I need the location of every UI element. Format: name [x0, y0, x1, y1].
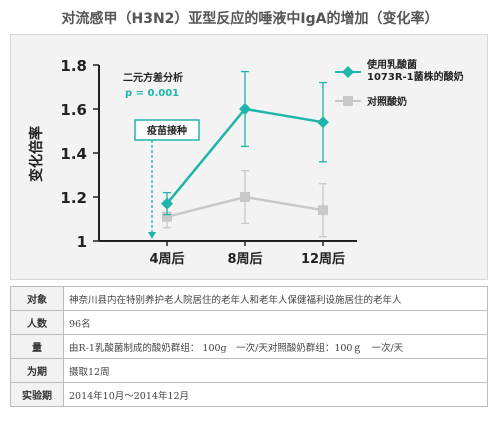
- info-key: 对象: [10, 286, 64, 311]
- info-key: 人数: [10, 310, 64, 335]
- legend-label: 对照酸奶: [367, 95, 407, 108]
- line-chart: 变化倍率 二元方差分析 p = 0.001 疫苗接种 使用乳酸菌 1073R-1菌…: [28, 57, 464, 267]
- info-value: 96名: [63, 310, 488, 335]
- info-row: 对象 神奈川县内在特别养护老人院居住的老年人和老年人保健福利设施居住的老年人: [10, 286, 488, 311]
- y-tick-label: 1.4: [60, 145, 87, 163]
- y-tick-label: 1.6: [60, 101, 87, 119]
- legend-label: 使用乳酸菌 1073R-1菌株的酸奶: [366, 58, 464, 83]
- info-value: 神奈川县内在特别养护老人院居住的老年人和老年人保健福利设施居住的老年人: [63, 286, 488, 311]
- legend-label-line: 1073R-1菌株的酸奶: [367, 70, 464, 83]
- info-row: 人数 96名: [10, 310, 488, 335]
- info-row: 实验期 2014年10月～2014年12月: [10, 382, 488, 407]
- info-key: 实验期: [10, 382, 64, 407]
- info-value: 2014年10月～2014年12月: [63, 382, 488, 407]
- chart-title: 对流感甲（H3N2）亚型反应的唾液中IgA的增加（变化率）: [61, 11, 439, 27]
- y-axis-label: 变化倍率: [28, 126, 45, 182]
- study-info-table: 对象 神奈川县内在特别养护老人院居住的老年人和老年人保健福利设施居住的老年人 人数 9…: [10, 286, 488, 407]
- legend-marker-square: [343, 96, 353, 106]
- data-point-diamond: [317, 116, 329, 129]
- info-key: 为期: [10, 358, 64, 383]
- data-point-square: [162, 211, 172, 222]
- legend-label-line: 使用乳酸菌: [366, 58, 417, 71]
- x-tick-label: 4周后: [149, 251, 184, 267]
- info-row: 量由R-1乳酸菌制成的酸奶群组： 100g 一次/天对照酸奶群组：100ｇ 一次…: [10, 334, 488, 359]
- stat-test-label: 二元方差分析: [123, 71, 183, 84]
- data-point-square: [240, 192, 250, 202]
- data-point-diamond: [161, 197, 173, 210]
- vaccine-label: 疫苗接种: [147, 124, 187, 137]
- stats-annotation: 二元方差分析 p = 0.001 疫苗接种: [123, 71, 200, 239]
- info-value: 摄取12周: [63, 358, 488, 383]
- vaccine-arrowhead: [148, 232, 156, 239]
- y-tick-label: 1: [77, 233, 87, 251]
- chart-panel: 变化倍率 二元方差分析 p = 0.001 疫苗接种 使用乳酸菌 1073R-1菌…: [10, 34, 488, 280]
- data-point-diamond: [239, 103, 251, 115]
- x-tick-label: 8周后: [227, 251, 262, 267]
- x-tick-label: 12周后: [301, 251, 345, 267]
- y-tick-label: 1.8: [60, 57, 87, 75]
- info-value: 由R-1乳酸菌制成的酸奶群组： 100g 一次/天对照酸奶群组：100ｇ 一次/…: [63, 334, 488, 359]
- y-tick-label: 1.2: [60, 189, 87, 207]
- vaccine-box: [134, 119, 200, 141]
- info-row: 为期 摄取12周: [10, 358, 488, 383]
- legend-marker-diamond: [342, 66, 354, 78]
- stat-p-value: p = 0.001: [125, 88, 179, 99]
- info-key: 量: [10, 334, 64, 359]
- data-point-square: [318, 205, 328, 216]
